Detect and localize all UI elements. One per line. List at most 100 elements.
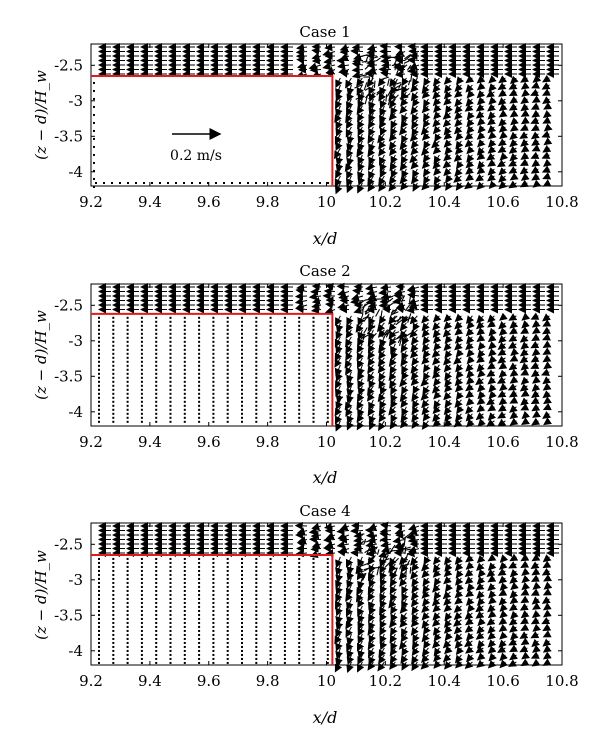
velocity-arrow [476,89,486,99]
velocity-dot [212,352,215,355]
velocity-dot [255,324,258,327]
velocity-dot [169,629,172,632]
velocity-arrow [531,390,540,398]
velocity-arrow [444,563,453,572]
velocity-dot [312,348,315,351]
x-tick-label: 9.2 [79,672,103,690]
velocity-arrow [465,84,474,93]
tick-marks [90,284,563,426]
velocity-dot [212,316,215,319]
velocity-arrow [389,309,394,319]
velocity-arrow [401,79,404,85]
velocity-dot [226,609,229,612]
velocity-arrow [382,558,390,562]
velocity-arrow [510,581,519,591]
velocity-dot [311,182,313,184]
velocity-dot [140,589,143,592]
velocity-dot [98,368,100,371]
velocity-dot [312,396,315,399]
velocity-dot [93,137,95,140]
x-tick-label: 10.8 [545,193,578,211]
velocity-arrow [373,80,376,88]
velocity-arrow [401,371,409,381]
velocity-arrow [377,364,386,374]
velocity-arrow [454,118,463,128]
velocity-arrow [367,591,376,602]
velocity-arrow [476,320,485,330]
velocity-dot [326,372,329,375]
velocity-dot [198,352,201,355]
velocity-arrow [335,591,343,603]
velocity-arrow [476,597,486,606]
velocity-arrow [356,413,365,423]
velocity-arrow [487,167,497,176]
velocity-arrow [325,282,336,291]
velocity-arrow [421,619,430,629]
velocity-dot [255,565,258,568]
velocity-dot [255,372,258,375]
velocity-dot [212,633,215,636]
velocity-arrow [454,556,464,565]
velocity-dot [111,182,113,184]
velocity-arrow [422,577,431,587]
velocity-dot [226,368,229,371]
velocity-dot [226,380,229,383]
velocity-dot [269,384,272,387]
velocity-arrow [421,322,430,332]
velocity-arrow [476,152,486,161]
velocity-arrow [530,616,540,625]
velocity-dot [298,372,301,375]
velocity-arrow [410,175,420,185]
velocity-dot [198,661,201,664]
velocity-dot [155,348,158,351]
velocity-dot [241,621,243,624]
velocity-arrow [402,533,411,540]
velocity-arrow [476,333,486,342]
velocity-dot [140,573,143,576]
velocity-arrow [366,47,378,56]
velocity-dot [140,396,143,399]
velocity-arrow [454,111,463,120]
velocity-dot [126,621,129,624]
velocity-dot [255,581,258,584]
velocity-arrow [508,88,518,97]
velocity-arrow [486,89,495,98]
velocity-arrow [357,182,365,194]
velocity-arrow [322,62,336,71]
velocity-dot [183,593,186,596]
velocity-arrow [308,527,322,536]
velocity-arrow [431,597,441,607]
x-tick-label: 10.4 [428,672,461,690]
velocity-arrow [421,420,430,430]
velocity-dot [199,182,201,184]
velocity-arrow [369,325,376,331]
velocity-dot [326,340,329,343]
velocity-dot [241,360,243,363]
velocity-dot [241,613,243,616]
velocity-dot [198,336,201,339]
velocity-arrow [346,98,354,110]
velocity-arrow [361,303,366,311]
velocity-arrow [394,317,402,323]
velocity-arrow [432,405,441,414]
velocity-dot [255,182,257,184]
velocity-dot [212,617,215,620]
velocity-arrow [410,105,419,115]
velocity-dot [283,332,286,335]
velocity-arrow [423,98,431,109]
velocity-arrow [499,582,509,591]
velocity-arrow [324,540,336,549]
velocity-arrow [368,577,376,588]
velocity-dot [255,364,258,367]
velocity-field [98,521,559,674]
velocity-dot [212,645,215,648]
velocity-dot [241,557,243,560]
velocity-arrow [543,102,553,110]
velocity-dot [198,372,201,375]
velocity-arrow [543,574,553,582]
velocity-dot [112,601,115,604]
velocity-dot [98,589,100,592]
velocity-dot [283,352,286,355]
velocity-dot [103,182,105,184]
velocity-arrow [401,584,409,595]
